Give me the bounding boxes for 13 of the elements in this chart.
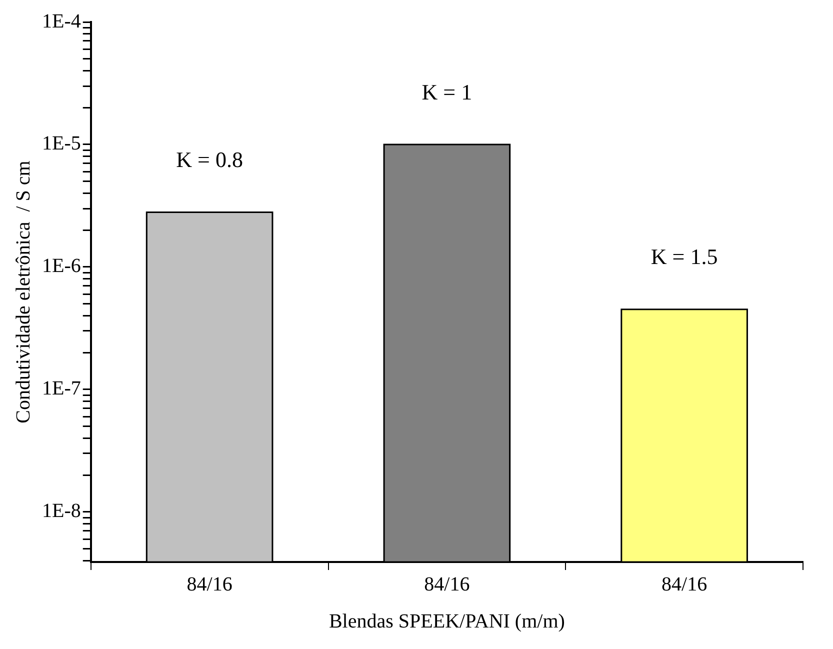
y-axis-title: Condutividade eletrônica / S cm: [12, 160, 34, 424]
x-axis-title: Blendas SPEEK/PANI (m/m): [328, 610, 565, 632]
x-tick-label: 84/16: [186, 573, 232, 596]
y-tick-label: 1E-4: [42, 10, 81, 32]
y-tick-label: 1E-6: [42, 255, 81, 278]
y-tick-label: 1E-7: [42, 378, 81, 400]
annotation: K = 1.5: [650, 244, 718, 270]
y-tick-label: 1E-5: [42, 132, 81, 155]
y-tick-label: 1E-8: [42, 500, 81, 522]
annotation: K = 1: [422, 79, 472, 104]
annotation: K = 0.8: [176, 146, 243, 172]
x-tick-label: 84/16: [424, 573, 470, 596]
x-tick-label: 84/16: [662, 573, 708, 596]
